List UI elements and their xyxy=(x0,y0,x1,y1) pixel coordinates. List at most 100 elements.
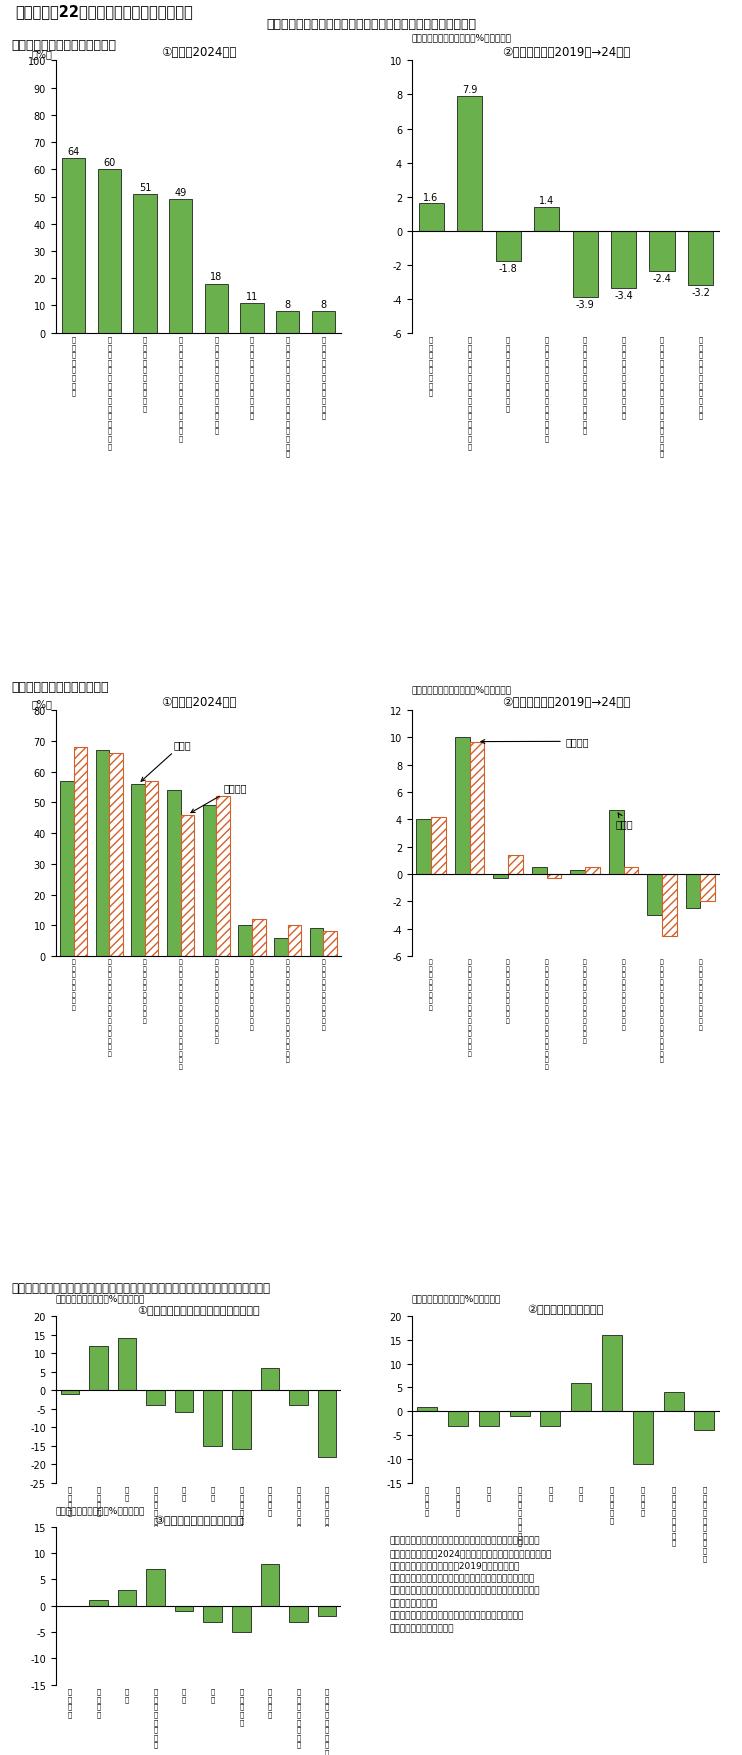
Text: 11: 11 xyxy=(246,291,258,302)
Text: 大企業: 大企業 xyxy=(616,814,634,828)
Text: 第３－３－22図　再雇用に求められる資質: 第３－３－22図 再雇用に求められる資質 xyxy=(15,4,193,19)
Bar xyxy=(585,867,600,874)
Bar xyxy=(276,312,299,333)
Text: （３）業種ごとの回答率の偏りが大きい項目の業種別の平均回答率からのかい離幅: （３）業種ごとの回答率の偏りが大きい項目の業種別の平均回答率からのかい離幅 xyxy=(11,1281,270,1293)
Bar xyxy=(169,200,192,333)
Text: 64: 64 xyxy=(68,147,79,158)
Text: 中小企業: 中小企業 xyxy=(191,783,247,813)
Bar xyxy=(89,1346,108,1390)
Bar xyxy=(688,232,713,286)
Bar xyxy=(205,284,228,333)
Bar xyxy=(448,1411,468,1425)
Text: 8: 8 xyxy=(285,300,291,309)
Bar xyxy=(695,1411,715,1430)
Bar xyxy=(96,751,109,956)
Bar xyxy=(700,874,715,902)
Bar xyxy=(217,797,230,956)
Bar xyxy=(508,855,522,874)
Text: （５年前からの割合の差、%ポイント）: （５年前からの割合の差、%ポイント） xyxy=(412,33,512,42)
Bar xyxy=(146,1569,165,1606)
Text: 49: 49 xyxy=(174,188,187,198)
Bar xyxy=(252,920,266,956)
Title: ②「健康上支障がない」: ②「健康上支障がない」 xyxy=(528,1304,604,1314)
Bar xyxy=(167,790,180,956)
Bar xyxy=(145,781,159,956)
Text: 18: 18 xyxy=(210,272,223,283)
Bar xyxy=(89,1601,108,1606)
Bar xyxy=(662,874,677,935)
Bar xyxy=(647,874,662,916)
Bar xyxy=(611,232,636,290)
Text: -3.2: -3.2 xyxy=(691,288,710,298)
Bar xyxy=(510,1411,530,1416)
Bar xyxy=(146,1390,165,1406)
Text: （全産業平均との差、%ポイント）: （全産業平均との差、%ポイント） xyxy=(412,1293,501,1302)
Bar xyxy=(318,1606,336,1616)
Text: 高齢者に他の職員への指導力等を資質として求める企業が増加: 高齢者に他の職員への指導力等を資質として求める企業が増加 xyxy=(266,18,476,32)
Text: （５年前からの割合の差、%ポイント）: （５年前からの割合の差、%ポイント） xyxy=(412,684,512,693)
Text: 中小企業: 中小企業 xyxy=(481,737,589,748)
Bar xyxy=(493,874,508,879)
Bar xyxy=(573,232,597,298)
Text: 1.4: 1.4 xyxy=(539,197,554,205)
Text: （全産業平均との差、%ポイント）: （全産業平均との差、%ポイント） xyxy=(56,1293,145,1302)
Bar xyxy=(534,207,559,232)
Title: ②割合の変化（2019年→24年）: ②割合の変化（2019年→24年） xyxy=(502,46,630,60)
Text: 1.6: 1.6 xyxy=(424,193,439,202)
Bar xyxy=(571,870,585,874)
Bar xyxy=(418,204,444,232)
Bar xyxy=(275,937,288,956)
Bar xyxy=(60,781,73,956)
Bar xyxy=(260,1564,279,1606)
Bar xyxy=(318,1390,336,1457)
Bar xyxy=(609,811,623,874)
Bar xyxy=(260,1369,279,1390)
Bar xyxy=(623,867,638,874)
Text: 大企業: 大企業 xyxy=(141,739,191,781)
Text: （%）: （%） xyxy=(32,49,53,58)
Bar xyxy=(238,927,252,956)
Bar xyxy=(232,1390,251,1450)
Bar xyxy=(232,1606,251,1632)
Bar xyxy=(633,1411,653,1464)
Title: ①割合（2024年）: ①割合（2024年） xyxy=(161,695,236,709)
Bar xyxy=(479,1411,499,1425)
Text: -1.8: -1.8 xyxy=(499,263,517,274)
Bar xyxy=(109,755,122,956)
Bar xyxy=(73,748,87,956)
Text: 8: 8 xyxy=(321,300,326,309)
Title: ③「働く意思・意欲が高い」: ③「働く意思・意欲が高い」 xyxy=(154,1515,243,1525)
Text: 7.9: 7.9 xyxy=(462,86,477,95)
Text: -3.9: -3.9 xyxy=(576,300,594,309)
Bar xyxy=(134,195,157,333)
Bar xyxy=(98,170,121,333)
Bar xyxy=(203,1606,222,1622)
Text: （１）再雇用に求められる資質: （１）再雇用に求められる資質 xyxy=(11,39,116,51)
Bar xyxy=(547,874,561,879)
Title: ①「高い専門的な技術を保有している」: ①「高い専門的な技術を保有している」 xyxy=(137,1304,260,1314)
Bar xyxy=(470,742,485,874)
Bar xyxy=(455,739,470,874)
Bar xyxy=(416,820,431,874)
Text: -2.4: -2.4 xyxy=(652,274,672,284)
Title: ②割合の変化（2019年→24年）: ②割合の変化（2019年→24年） xyxy=(502,695,630,709)
Bar xyxy=(602,1336,622,1411)
Bar xyxy=(324,932,337,956)
Bar xyxy=(686,874,700,909)
Bar xyxy=(118,1339,137,1390)
Bar xyxy=(61,1390,79,1393)
Bar xyxy=(289,1606,308,1622)
Bar xyxy=(62,160,85,333)
Text: （全産業平均との差、%ポイント）: （全産業平均との差、%ポイント） xyxy=(56,1506,145,1515)
Bar xyxy=(310,928,324,956)
Text: -3.4: -3.4 xyxy=(614,291,633,300)
Bar xyxy=(540,1411,560,1425)
Bar xyxy=(571,1383,591,1411)
Text: 60: 60 xyxy=(103,158,115,168)
Bar xyxy=(175,1390,194,1413)
Text: （%）: （%） xyxy=(32,698,53,709)
Title: ①割合（2024年）: ①割合（2024年） xyxy=(161,46,236,60)
Bar xyxy=(532,867,547,874)
Bar xyxy=(180,814,194,956)
Bar xyxy=(457,97,482,232)
